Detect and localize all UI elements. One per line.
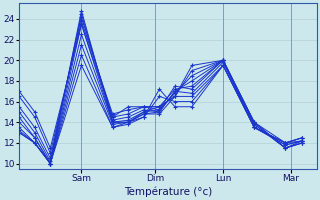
X-axis label: Température (°c): Température (°c) (124, 186, 212, 197)
